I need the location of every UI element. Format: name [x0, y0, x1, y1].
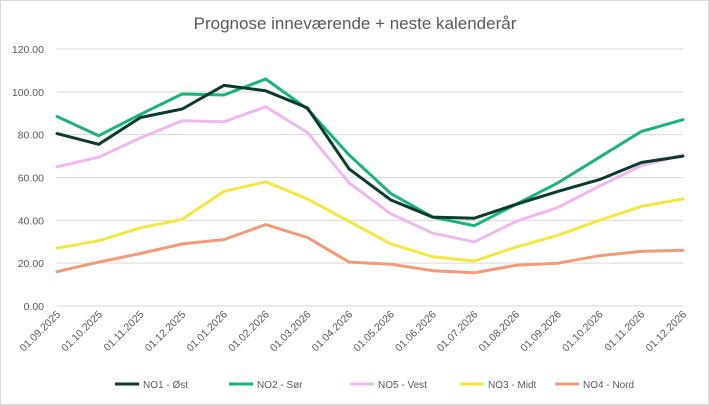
x-tick-label: 01.12.2025 [143, 309, 189, 355]
y-tick-label: 80.00 [18, 130, 44, 142]
y-tick-label: 40.00 [18, 215, 44, 227]
x-tick-label: 01.10.2025 [59, 309, 105, 355]
y-tick-label: 0.00 [24, 301, 45, 313]
legend: NO1 - Øst NO2 - Sør NO5 - Vest NO3 - Midt NO… [115, 380, 634, 391]
x-tick-label: 01.10.2026 [560, 309, 606, 355]
legend-label: NO2 - Sør [257, 380, 303, 391]
x-tick-label: 01.01.2026 [184, 309, 230, 355]
x-tick-label: 01.04.2026 [310, 309, 356, 355]
x-tick-label: 01.08.2026 [477, 309, 523, 355]
x-tick-label: 01.11.2025 [101, 309, 146, 354]
series-line [55, 77, 685, 228]
legend-label: NO4 - Nord [583, 380, 634, 391]
series-line [55, 223, 685, 275]
series-lines [55, 77, 685, 275]
y-tick-label: 20.00 [18, 258, 44, 270]
x-tick-label: 01.11.2026 [602, 309, 647, 354]
y-tick-label: 120.00 [12, 44, 44, 56]
x-tick-label: 01.07.2026 [435, 309, 481, 355]
x-tick-label: 01.12.2026 [643, 309, 689, 355]
series-line [55, 105, 685, 244]
x-tick-label: 01.06.2026 [393, 309, 439, 355]
legend-label: NO5 - Vest [378, 380, 427, 391]
y-tick-label: 60.00 [18, 173, 44, 185]
y-tick-label: 100.00 [12, 87, 44, 99]
x-tick-label: 01.05.2026 [351, 309, 397, 355]
legend-label: NO3 - Midt [488, 380, 537, 391]
x-tick-label: 01.09.2026 [518, 309, 564, 355]
series-line [55, 180, 685, 263]
y-axis-ticks: 0.00 20.00 40.00 60.00 80.00 100.00 120.00 [12, 44, 44, 313]
x-tick-label: 01.02.2026 [226, 309, 272, 355]
x-tick-label: 01.03.2026 [268, 309, 314, 355]
legend-label: NO1 - Øst [143, 380, 188, 391]
x-axis-ticks: 01.09.202501.10.202501.11.202501.12.2025… [17, 309, 689, 355]
chart-title: Prognose inneværende + neste kalenderår [194, 14, 517, 33]
gridlines [57, 48, 683, 307]
x-tick-label: 01.09.2025 [17, 309, 63, 355]
series-line [55, 83, 685, 220]
